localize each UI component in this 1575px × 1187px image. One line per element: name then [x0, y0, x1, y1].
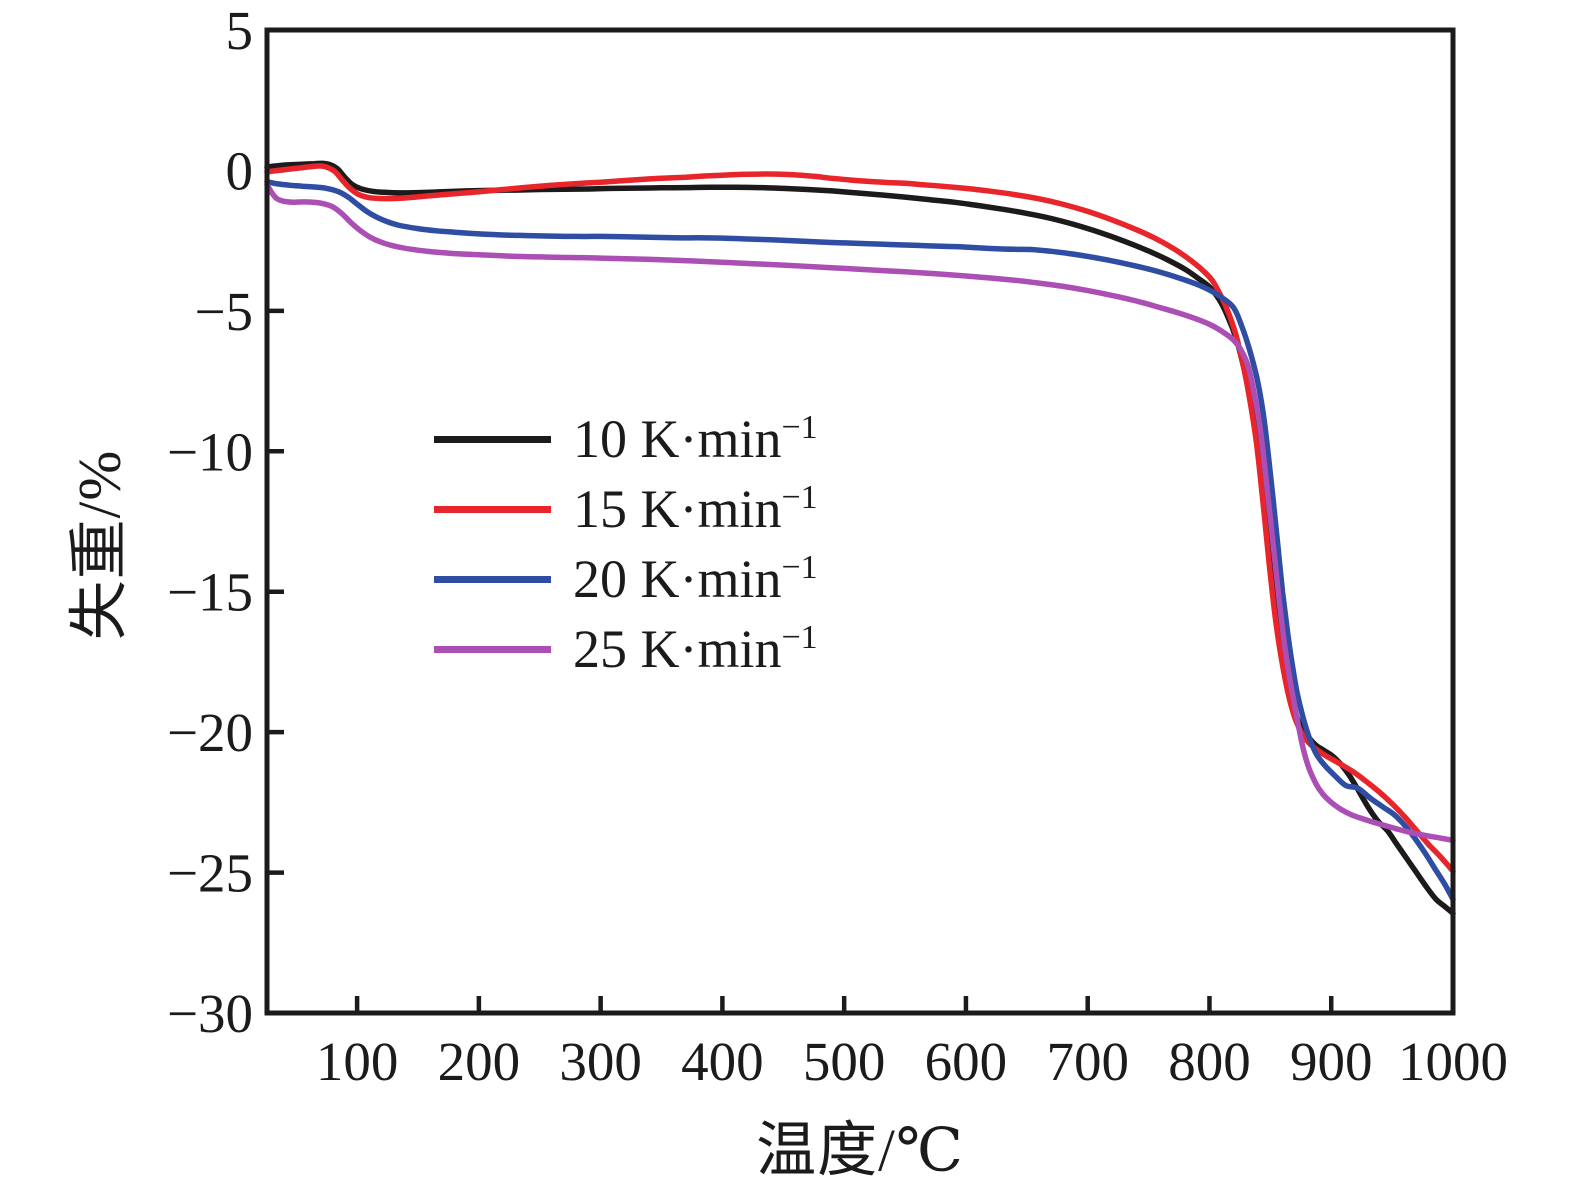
legend-swatch-10k: [434, 435, 551, 443]
legend-label-20k: 20 K·min−1: [573, 549, 818, 609]
x-tick-label: 200: [438, 1031, 521, 1092]
series-line-20k-min: [264, 178, 1456, 903]
x-tick-label: 500: [803, 1031, 886, 1092]
legend-label-15k: 15 K·min−1: [573, 479, 818, 539]
x-tick-label: 1000: [1398, 1031, 1508, 1092]
legend-label-25k: 25 K·min−1: [573, 619, 818, 679]
legend-label-10k: 10 K·min−1: [573, 409, 818, 469]
x-axis-title: 温度/℃: [756, 1117, 964, 1184]
x-tick-label: 900: [1290, 1031, 1373, 1092]
y-tick-label: 5: [226, 0, 254, 61]
y-axis-title: 失重/%: [66, 449, 133, 641]
y-tick-label: −15: [167, 562, 253, 623]
x-tick-label: 600: [925, 1031, 1008, 1092]
legend-label-sup: −1: [781, 479, 818, 517]
y-tick-label: −10: [167, 421, 253, 482]
x-tick-label: 100: [316, 1031, 399, 1092]
x-tick-label: 700: [1046, 1031, 1129, 1092]
y-tick-label: −20: [167, 702, 253, 763]
x-tick-label: 800: [1168, 1031, 1251, 1092]
x-tick-label: 400: [681, 1031, 764, 1092]
legend-item-15k: 15 K·min−1: [434, 474, 818, 544]
legend-swatch-25k: [434, 645, 551, 653]
x-tick-label: 300: [559, 1031, 642, 1092]
legend-label-text: 15 K·min: [573, 479, 782, 539]
legend-item-10k: 10 K·min−1: [434, 404, 818, 474]
legend-swatch-20k: [434, 575, 551, 583]
plot-border: [264, 27, 1456, 1016]
legend-label-sup: −1: [781, 619, 818, 657]
legend-label-text: 10 K·min: [573, 409, 782, 469]
legend: 10 K·min−1 15 K·min−1 20 K·min−1 25 K·mi…: [434, 404, 818, 684]
legend-swatch-15k: [434, 505, 551, 513]
legend-label-text: 20 K·min: [573, 549, 782, 609]
y-tick-label: −5: [194, 281, 253, 342]
y-tick-label: −25: [167, 843, 253, 904]
series-line-25k-min: [264, 181, 1456, 844]
legend-label-sup: −1: [781, 409, 818, 447]
legend-label-text: 25 K·min: [573, 619, 782, 679]
legend-item-25k: 25 K·min−1: [434, 614, 818, 684]
legend-item-20k: 20 K·min−1: [434, 544, 818, 614]
series-line-10k-min: [264, 160, 1456, 917]
y-tick-label: 0: [226, 140, 254, 201]
y-tick-label: −30: [167, 983, 253, 1044]
legend-label-sup: −1: [781, 549, 818, 587]
